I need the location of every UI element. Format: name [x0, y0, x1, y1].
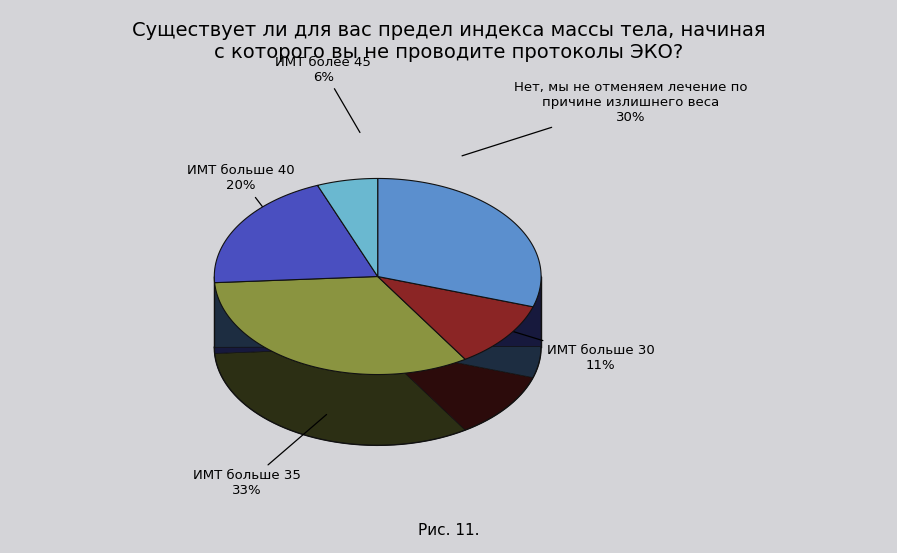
Polygon shape	[318, 179, 378, 276]
Text: Нет, мы не отменяем лечение по
причине излишнего веса
30%: Нет, мы не отменяем лечение по причине и…	[462, 81, 747, 156]
Text: ИМТ больше 40
20%: ИМТ больше 40 20%	[187, 164, 295, 220]
Text: Существует ли для вас предел индекса массы тела, начиная
с которого вы не провод: Существует ли для вас предел индекса мас…	[132, 20, 765, 61]
Polygon shape	[214, 276, 466, 445]
Polygon shape	[214, 276, 466, 374]
Polygon shape	[214, 276, 541, 378]
Polygon shape	[378, 179, 541, 307]
Text: ИМТ больше 30
11%: ИМТ больше 30 11%	[478, 321, 654, 372]
Text: Рис. 11.: Рис. 11.	[418, 523, 479, 538]
Text: ИМТ более 45
6%: ИМТ более 45 6%	[275, 55, 371, 133]
Polygon shape	[214, 276, 541, 353]
Polygon shape	[378, 276, 533, 430]
Polygon shape	[214, 185, 378, 283]
Text: ИМТ больше 35
33%: ИМТ больше 35 33%	[193, 415, 327, 498]
Polygon shape	[378, 276, 533, 359]
